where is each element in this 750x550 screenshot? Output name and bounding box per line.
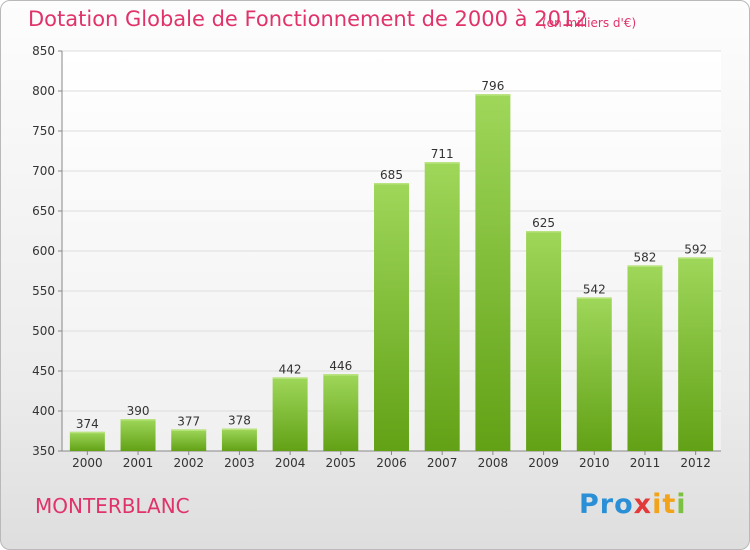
logo-part-2: x [633,489,653,520]
y-tick-label: 350 [32,444,55,458]
bar-value-label: 582 [634,250,657,264]
x-tick-label: 2000 [72,456,103,470]
bar [120,419,156,451]
y-tick-label: 450 [32,364,55,378]
x-tick-label: 2010 [579,456,610,470]
bar-highlight [171,429,207,431]
bar-highlight [678,257,714,259]
bar-value-label: 374 [76,417,99,431]
bar [678,257,714,451]
bar-value-label: 446 [329,359,352,373]
x-tick-label: 2011 [630,456,661,470]
y-tick-label: 800 [32,84,55,98]
bar-highlight [526,231,562,233]
y-tick-label: 600 [32,244,55,258]
bar-highlight [627,265,663,267]
bar-highlight [424,162,460,164]
x-tick-label: 2001 [123,456,154,470]
bar-highlight [272,377,308,379]
x-tick-label: 2006 [376,456,407,470]
bar-value-label: 542 [583,282,606,296]
proxiti-logo: Proxiti [579,489,687,520]
bar-highlight [69,431,105,434]
x-tick-label: 2002 [173,456,204,470]
bar [272,377,308,451]
y-tick-label: 850 [32,44,55,58]
chart-subtitle: (en milliers d'€) [542,16,637,30]
x-tick-label: 2003 [224,456,255,470]
bar [69,431,105,451]
bar-value-label: 592 [684,242,707,256]
chart-title: Dotation Globale de Fonctionnement de 20… [28,7,588,31]
x-tick-label: 2008 [478,456,509,470]
bar-value-label: 442 [279,362,302,376]
bar [424,162,460,451]
bar [171,429,207,451]
bar [475,94,511,451]
bar [221,428,257,451]
x-tick-label: 2005 [326,456,357,470]
bar-value-label: 711 [431,147,454,161]
bar [323,374,359,451]
y-tick-label: 400 [32,404,55,418]
bar-highlight [374,183,409,185]
bar [627,265,663,451]
x-tick-label: 2009 [528,456,559,470]
x-tick-label: 2004 [275,456,306,470]
x-tick-label: 2007 [427,456,458,470]
commune-name: MONTERBLANC [35,494,190,518]
bar-highlight [323,374,359,376]
bar-value-label: 378 [228,414,251,428]
x-tick-label: 2012 [680,456,711,470]
bar-value-label: 390 [127,404,150,418]
y-tick-label: 550 [32,284,55,298]
bar-value-label: 796 [481,79,504,93]
y-tick-label: 700 [32,164,55,178]
logo-part-1: Pro [579,489,634,520]
bar-highlight [475,94,511,96]
bar-value-label: 685 [380,168,403,182]
bar-value-label: 625 [532,216,555,230]
logo-part-4: i [676,489,687,520]
y-tick-label: 750 [32,124,55,138]
bar-highlight [120,419,156,421]
y-tick-label: 650 [32,204,55,218]
logo-part-3: it [652,489,677,520]
bar-highlight [576,297,612,299]
bar [576,297,612,451]
bar-value-label: 377 [177,414,200,428]
bar [526,231,562,451]
y-tick-label: 500 [32,324,55,338]
bar-highlight [221,428,257,431]
bar [374,183,409,451]
